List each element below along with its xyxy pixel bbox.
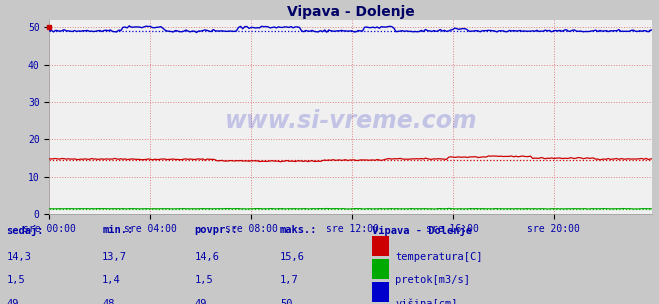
- Text: 13,7: 13,7: [102, 252, 127, 262]
- Text: Vipava - Dolenje: Vipava - Dolenje: [372, 225, 473, 236]
- Bar: [372, 259, 389, 279]
- Text: povpr.:: povpr.:: [194, 225, 238, 235]
- Text: višina[cm]: višina[cm]: [395, 299, 458, 304]
- Text: 1,4: 1,4: [102, 275, 121, 285]
- Text: 48: 48: [102, 299, 115, 304]
- Text: 15,6: 15,6: [280, 252, 305, 262]
- Text: sedaj:: sedaj:: [7, 225, 44, 236]
- Text: 50: 50: [280, 299, 293, 304]
- Bar: [372, 282, 389, 302]
- Text: pretok[m3/s]: pretok[m3/s]: [395, 275, 471, 285]
- Text: 14,3: 14,3: [7, 252, 32, 262]
- Text: www.si-vreme.com: www.si-vreme.com: [225, 109, 477, 133]
- Text: 1,5: 1,5: [7, 275, 25, 285]
- Text: 49: 49: [194, 299, 207, 304]
- Text: 14,6: 14,6: [194, 252, 219, 262]
- Text: 49: 49: [7, 299, 19, 304]
- Bar: [372, 236, 389, 256]
- Text: temperatura[C]: temperatura[C]: [395, 252, 483, 262]
- Text: maks.:: maks.:: [280, 225, 318, 235]
- Text: 1,5: 1,5: [194, 275, 213, 285]
- Text: 1,7: 1,7: [280, 275, 299, 285]
- Text: min.:: min.:: [102, 225, 133, 235]
- Title: Vipava - Dolenje: Vipava - Dolenje: [287, 5, 415, 19]
